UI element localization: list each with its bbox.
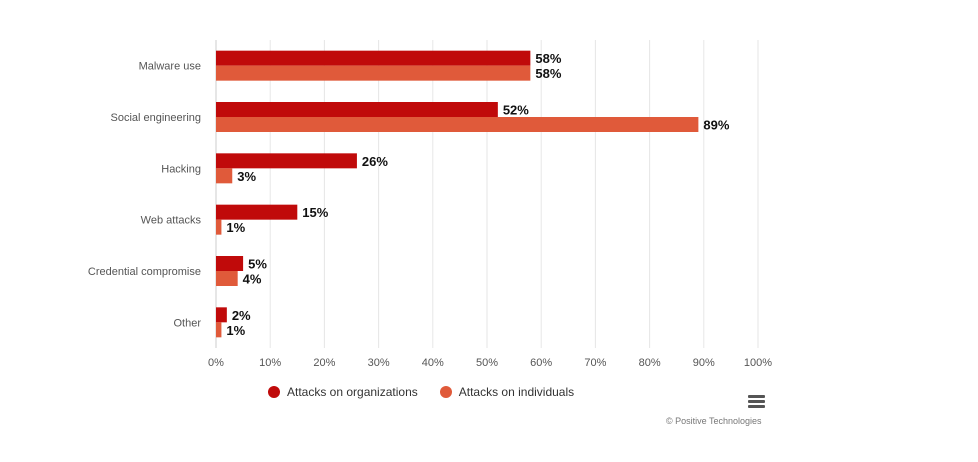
data-label: 4% [243, 272, 262, 287]
bar[interactable] [216, 204, 298, 220]
legend: Attacks on organizations Attacks on indi… [268, 385, 574, 399]
bar[interactable] [216, 117, 699, 132]
x-tick-label: 90% [693, 357, 715, 369]
category-label: Malware use [139, 61, 201, 73]
legend-marker [439, 386, 452, 398]
category-label: Credential compromise [88, 266, 201, 278]
credit-text: © Positive Technologies [666, 416, 762, 426]
legend-label: Attacks on organizations [287, 385, 418, 399]
data-label: 1% [226, 220, 245, 235]
x-tick-label: 30% [368, 357, 390, 369]
bar[interactable] [216, 50, 531, 66]
x-tick-label: 60% [530, 357, 552, 369]
bar[interactable] [216, 153, 357, 169]
x-tick-labels: 0% 10% 20% 30% 40% 50% 60% 70% 80% 90% 100% [208, 357, 772, 369]
grid-lines [215, 40, 759, 348]
data-label: 2% [232, 308, 251, 323]
category-label: Hacking [161, 163, 201, 175]
x-tick-label: 0% [208, 357, 224, 369]
data-labels: 58%58%52%89%26%3%15%1%5%4%2%1% [226, 51, 729, 338]
legend-item-organizations[interactable]: Attacks on organizations [268, 385, 418, 399]
hamburger-menu-icon[interactable] [748, 395, 765, 409]
legend-label: Attacks on individuals [458, 385, 575, 399]
bar[interactable] [216, 102, 498, 117]
data-label: 58% [535, 51, 561, 66]
x-tick-label: 10% [259, 357, 281, 369]
legend-item-individuals[interactable]: Attacks on individuals [439, 385, 575, 399]
category-labels: Malware use Social engineering Hacking Web … [88, 61, 202, 330]
bar[interactable] [216, 256, 244, 271]
bar[interactable] [216, 219, 222, 235]
bar-chart: Malware use Social engineering Hacking Web … [88, 40, 772, 369]
bar[interactable] [216, 307, 227, 323]
data-label: 1% [226, 323, 245, 338]
x-tick-label: 100% [744, 357, 772, 369]
data-label: 89% [703, 118, 729, 133]
x-tick-label: 20% [313, 357, 335, 369]
bar[interactable] [216, 271, 238, 286]
category-label: Web attacks [141, 215, 202, 227]
legend-marker [268, 386, 280, 398]
data-label: 26% [362, 154, 388, 169]
data-label: 15% [302, 205, 328, 220]
x-tick-label: 40% [422, 357, 444, 369]
bar[interactable] [216, 322, 222, 338]
data-label: 5% [248, 257, 267, 272]
data-label: 58% [535, 66, 561, 81]
x-tick-label: 70% [584, 357, 606, 369]
data-label: 52% [503, 103, 529, 118]
category-label: Social engineering [110, 112, 201, 124]
bar[interactable] [216, 168, 233, 184]
bar[interactable] [216, 65, 531, 81]
x-tick-label: 50% [476, 357, 498, 369]
category-label: Other [173, 317, 201, 329]
x-tick-label: 80% [639, 357, 661, 369]
data-label: 3% [237, 169, 256, 184]
bars [216, 50, 699, 338]
